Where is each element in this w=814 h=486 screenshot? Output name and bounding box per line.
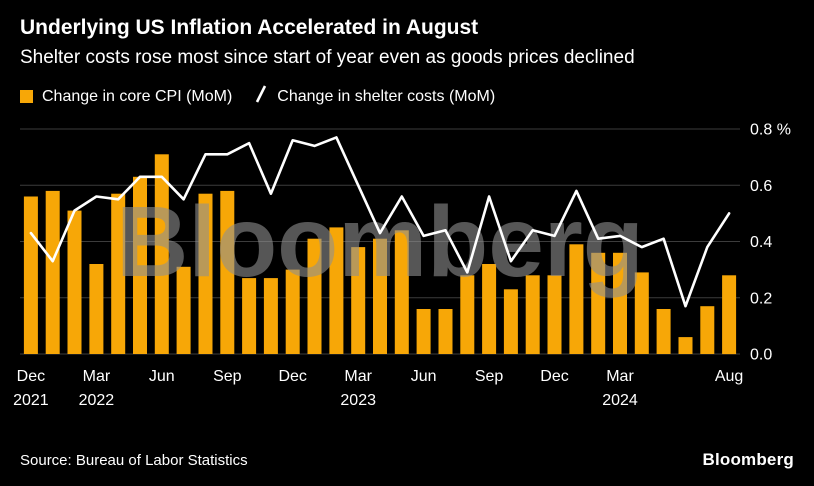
header: Underlying US Inflation Accelerated in A… bbox=[0, 0, 814, 69]
bar bbox=[23, 196, 38, 355]
bar bbox=[133, 176, 147, 355]
bar bbox=[678, 337, 693, 355]
bar bbox=[307, 238, 322, 355]
bar bbox=[394, 230, 409, 355]
bar-swatch-icon bbox=[20, 90, 33, 104]
bar bbox=[67, 210, 82, 355]
bar bbox=[45, 191, 60, 355]
page-title: Underlying US Inflation Accelerated in A… bbox=[20, 16, 479, 39]
core-cpi-bars bbox=[23, 154, 737, 355]
bar bbox=[525, 275, 540, 355]
y-tick-label: 0.6 bbox=[750, 178, 772, 195]
bar bbox=[373, 238, 387, 355]
y-tick-label: 0.0 bbox=[750, 347, 772, 364]
y-axis-labels: 0.0 0.2 0.4 0.6 0.8 % bbox=[750, 122, 791, 364]
bar bbox=[700, 306, 715, 355]
bar bbox=[154, 154, 169, 355]
x-tick-month: Jun bbox=[411, 368, 437, 385]
bar bbox=[351, 247, 366, 355]
legend-item-shelter: Change in shelter costs (MoM) bbox=[254, 84, 495, 109]
x-tick-month: Sep bbox=[213, 368, 242, 385]
bar bbox=[198, 193, 213, 355]
x-tick-year: 2021 bbox=[13, 392, 49, 409]
y-tick-label: 0.4 bbox=[750, 234, 772, 251]
legend-item-core-cpi: Change in core CPI (MoM) bbox=[20, 88, 232, 106]
bar bbox=[613, 252, 627, 355]
x-axis-labels: Dec 2021 Mar 2022 Jun Sep Dec Mar 2023 Jun Sep Dec M… bbox=[13, 368, 743, 409]
page-subtitle: Shelter costs rose most since start of y… bbox=[20, 47, 635, 69]
legend-label-core-cpi: Change in core CPI (MoM) bbox=[42, 87, 233, 105]
x-tick-year: 2023 bbox=[340, 392, 376, 409]
line-swatch-icon bbox=[254, 84, 268, 109]
x-tick-month: Dec bbox=[540, 368, 568, 385]
bar bbox=[503, 289, 518, 355]
y-tick-label: 0.8 % bbox=[750, 122, 791, 139]
bar bbox=[111, 193, 126, 355]
x-tick-month: Aug bbox=[715, 368, 743, 385]
bar bbox=[569, 244, 584, 355]
bloomberg-logo: Bloomberg bbox=[702, 450, 794, 469]
x-tick-year: 2024 bbox=[602, 392, 638, 409]
bar bbox=[89, 264, 104, 355]
x-tick-month: Jun bbox=[149, 368, 175, 385]
source-note: Source: Bureau of Labor Statistics bbox=[20, 451, 248, 469]
bar bbox=[416, 309, 431, 355]
bar bbox=[482, 264, 497, 355]
x-tick-month: Dec bbox=[278, 368, 306, 385]
x-tick-month: Mar bbox=[344, 368, 372, 385]
bar bbox=[656, 309, 671, 355]
shelter-line bbox=[29, 136, 731, 308]
bar bbox=[634, 272, 649, 355]
x-tick-year: 2022 bbox=[79, 392, 115, 409]
x-tick-month: Mar bbox=[83, 368, 111, 385]
watermark: Bloomberg bbox=[116, 186, 644, 298]
bar bbox=[263, 278, 278, 355]
bar bbox=[285, 269, 300, 355]
bar bbox=[220, 191, 235, 355]
bar bbox=[460, 275, 475, 355]
bar bbox=[438, 309, 453, 355]
bar bbox=[329, 227, 344, 355]
x-tick-month: Mar bbox=[606, 368, 634, 385]
bar bbox=[591, 252, 606, 355]
bar bbox=[547, 275, 562, 355]
bar bbox=[722, 275, 737, 355]
bar bbox=[176, 266, 191, 355]
combo-chart: 0.0 0.2 0.4 0.6 0.8 % Bloomberg Dec 2021 Mar 2022… bbox=[13, 122, 791, 410]
y-tick-label: 0.2 bbox=[750, 290, 772, 307]
legend-label-shelter: Change in shelter costs (MoM) bbox=[277, 87, 496, 105]
x-tick-month: Sep bbox=[475, 368, 504, 385]
bar bbox=[242, 278, 257, 355]
legend: Change in core CPI (MoM) Change in shelt… bbox=[0, 84, 814, 109]
x-tick-month: Dec bbox=[17, 368, 45, 385]
footer: Source: Bureau of Labor Statistics Bloom… bbox=[0, 450, 814, 486]
